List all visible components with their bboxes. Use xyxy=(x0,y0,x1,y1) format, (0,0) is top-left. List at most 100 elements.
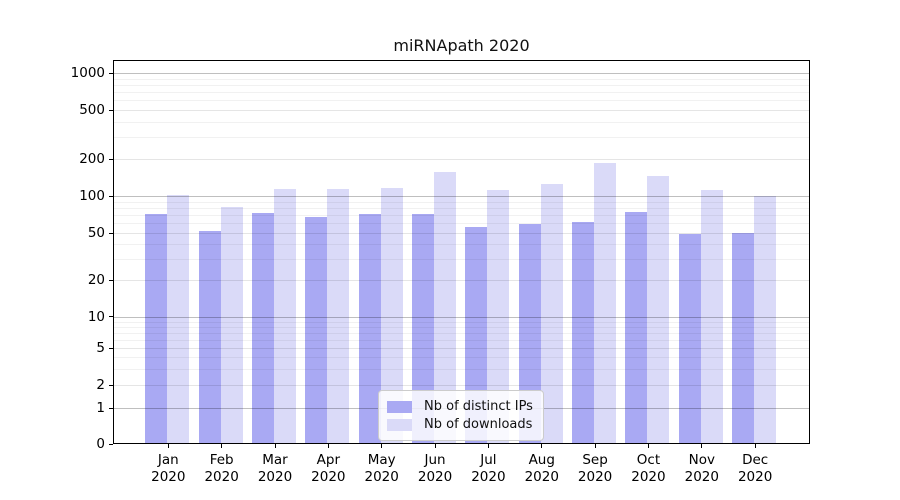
x-tick-month: Sep xyxy=(582,452,608,468)
gridline xyxy=(114,73,809,75)
x-tick-year: 2020 xyxy=(257,469,293,485)
x-tick-month: Nov xyxy=(688,452,715,468)
x-axis-tick xyxy=(221,444,223,448)
bar xyxy=(145,213,168,443)
y-axis-tick xyxy=(109,347,113,349)
x-axis-tick xyxy=(541,444,543,448)
gridline xyxy=(114,385,809,386)
y-axis-tick xyxy=(109,384,113,386)
x-tick-year: 2020 xyxy=(737,469,773,485)
bar xyxy=(327,188,350,443)
bar xyxy=(220,206,243,443)
gridline xyxy=(114,137,809,139)
y-axis-tick xyxy=(109,279,113,281)
x-tick-year: 2020 xyxy=(471,469,506,485)
gridline xyxy=(114,316,809,318)
gridline xyxy=(114,100,809,102)
bar xyxy=(487,189,510,443)
bar xyxy=(700,189,723,443)
x-axis-tick xyxy=(647,444,649,448)
x-axis-tick xyxy=(594,444,596,448)
gridline xyxy=(114,321,809,323)
gridline xyxy=(114,233,809,234)
gridline xyxy=(114,223,809,225)
legend-item: Nb of distinct IPs xyxy=(387,399,533,414)
bar xyxy=(198,230,221,443)
gridline xyxy=(114,259,809,261)
gridline xyxy=(114,159,809,160)
gridline xyxy=(114,280,809,281)
x-tick-month: Oct xyxy=(636,452,661,468)
x-tick-month: Jul xyxy=(480,452,497,468)
x-tick-label: Oct 2020 xyxy=(613,452,683,486)
gridline xyxy=(114,215,809,217)
x-tick-label: Dec 2020 xyxy=(720,452,790,486)
gridline xyxy=(114,244,809,246)
bar xyxy=(732,233,755,443)
bar xyxy=(434,171,457,443)
bar xyxy=(305,216,328,443)
y-axis-tick xyxy=(109,158,113,160)
gridline xyxy=(114,110,809,111)
x-tick-year: 2020 xyxy=(684,469,719,485)
legend-label: Nb of distinct IPs xyxy=(424,399,533,414)
x-tick-year: 2020 xyxy=(151,469,186,485)
x-tick-label: Sep 2020 xyxy=(560,452,630,486)
gridline xyxy=(114,332,809,334)
y-tick-label: 10 xyxy=(87,308,105,325)
x-axis-tick xyxy=(167,444,169,448)
x-tick-year: 2020 xyxy=(577,469,613,485)
x-tick-month: Jun xyxy=(424,452,446,468)
y-tick-label: 200 xyxy=(79,151,105,167)
x-tick-label: Apr 2020 xyxy=(293,452,363,486)
x-tick-label: Aug 2020 xyxy=(507,452,577,486)
bar xyxy=(518,224,541,443)
y-tick-label: 0 xyxy=(96,436,105,453)
gridline xyxy=(114,201,809,203)
legend-item: Nb of downloads xyxy=(387,417,533,432)
y-axis-tick xyxy=(109,316,113,318)
x-axis-tick xyxy=(487,444,489,448)
x-tick-label: Jan 2020 xyxy=(133,452,203,486)
x-axis-tick xyxy=(701,444,703,448)
gridline xyxy=(114,78,809,80)
legend-swatch xyxy=(387,400,412,413)
y-axis-tick xyxy=(109,232,113,234)
x-tick-month: Jan xyxy=(157,452,179,468)
bar xyxy=(572,222,595,443)
x-tick-month: Dec xyxy=(742,452,769,468)
bar xyxy=(678,234,701,443)
x-axis-tick xyxy=(754,444,756,448)
legend-label: Nb of downloads xyxy=(424,417,533,432)
bar xyxy=(540,183,563,443)
bar xyxy=(594,163,617,443)
gridline xyxy=(114,92,809,94)
x-tick-label: Mar 2020 xyxy=(240,452,310,486)
gridline xyxy=(114,207,809,209)
chart-title: miRNApath 2020 xyxy=(393,36,530,55)
gridline xyxy=(114,339,809,341)
y-axis-tick xyxy=(109,407,113,409)
y-tick-label: 5 xyxy=(96,340,105,357)
y-tick-label: 50 xyxy=(87,225,105,241)
bar xyxy=(167,194,190,443)
x-tick-year: 2020 xyxy=(631,469,666,485)
x-tick-label: Jul 2020 xyxy=(453,452,523,486)
x-tick-year: 2020 xyxy=(311,469,346,485)
x-axis-tick xyxy=(327,444,329,448)
x-tick-month: Mar xyxy=(262,452,288,468)
bar xyxy=(358,214,381,443)
gridline xyxy=(114,368,809,370)
x-tick-label: May 2020 xyxy=(347,452,417,486)
y-axis-tick xyxy=(109,109,113,111)
gridline xyxy=(114,348,809,350)
bar xyxy=(412,213,435,443)
x-axis-tick xyxy=(381,444,383,448)
y-tick-label: 1000 xyxy=(70,65,105,82)
plot-area xyxy=(113,60,810,444)
y-tick-label: 100 xyxy=(79,188,105,204)
x-axis-tick xyxy=(274,444,276,448)
x-tick-year: 2020 xyxy=(417,469,453,485)
x-tick-month: May xyxy=(367,452,396,468)
